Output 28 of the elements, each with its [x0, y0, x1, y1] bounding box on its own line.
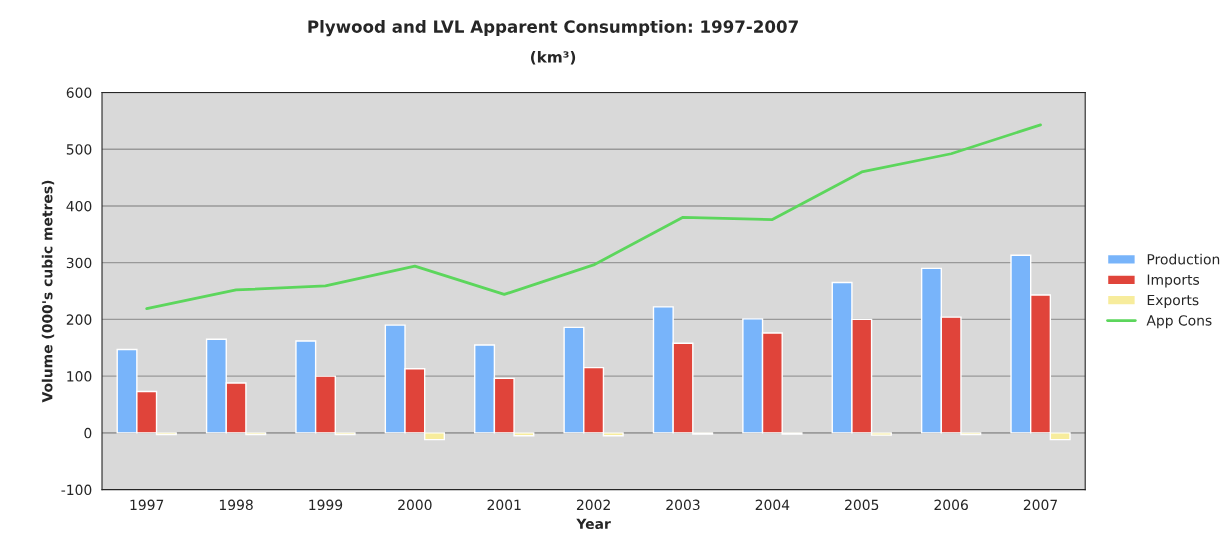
x-tick-label: 2007 [1023, 499, 1057, 511]
y-tick-label: 500 [66, 144, 92, 155]
y-axis-title: Volume (000's cubic metres) [41, 180, 55, 403]
x-tick-label: 2000 [398, 499, 432, 511]
y-tick-label: 600 [66, 87, 92, 98]
x-tick-label: 2005 [845, 499, 879, 511]
y-tick-label: 0 [84, 427, 92, 439]
chart-subtitle: (km³) [531, 50, 576, 65]
x-tick-label: 1999 [309, 499, 343, 511]
chart-title: Plywood and LVL Apparent Consumption: 1997-2007 [308, 19, 798, 37]
x-tick-label: 1998 [219, 499, 253, 511]
y-tick-label: 200 [66, 314, 92, 325]
x-tick-label: 2002 [576, 499, 610, 511]
legend-label: Imports [1147, 274, 1200, 288]
y-tick-label: 100 [67, 371, 92, 382]
legend-label: Production [1147, 253, 1220, 265]
y-tick-label: -100 [61, 484, 92, 496]
x-tick-label: 2004 [755, 499, 790, 511]
y-tick-label: 400 [66, 200, 92, 212]
line-series [145, 123, 1042, 311]
x-tick-label: 2003 [666, 499, 700, 511]
x-tick-label: 1997 [130, 499, 164, 511]
x-tick-label: 2006 [934, 499, 968, 511]
x-tick-label: 2001 [487, 499, 521, 511]
legend-label: Exports [1147, 294, 1199, 308]
x-axis-title: Year [576, 518, 611, 530]
y-tick-label: 300 [66, 257, 92, 269]
legend-label: App Cons [1146, 315, 1212, 329]
